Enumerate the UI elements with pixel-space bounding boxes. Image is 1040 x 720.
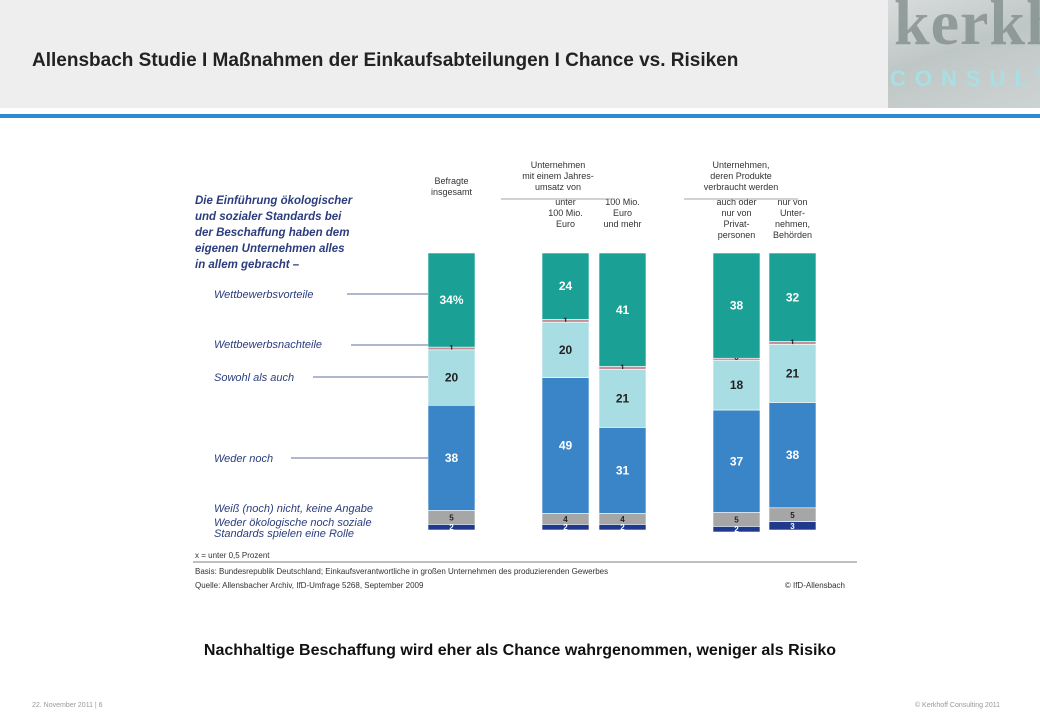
footer-date-page: 22. November 2011 | 6 — [32, 702, 103, 709]
category-label: 100 Mio. — [605, 197, 640, 207]
data-label: 2 — [449, 523, 454, 532]
group-header-label: deren Produkte — [710, 171, 772, 181]
data-label: 41 — [616, 303, 630, 317]
category-label: Behörden — [773, 230, 812, 240]
data-label: 34% — [439, 293, 463, 307]
data-label: 4 — [563, 515, 568, 524]
data-label: 24 — [559, 279, 573, 293]
data-label: 5 — [734, 516, 739, 525]
legend-label: Standards spielen eine Rolle — [214, 528, 354, 540]
data-label: 2 — [620, 523, 625, 532]
data-label: 5 — [449, 514, 454, 523]
question-line: und sozialer Standards bei — [195, 211, 342, 223]
data-label: 31 — [616, 463, 630, 477]
slide-caption: Nachhaltige Beschaffung wird eher als Ch… — [203, 642, 837, 659]
chart-source: Quelle: Allensbacher Archiv, IfD-Umfrage… — [195, 581, 424, 590]
data-label: 1 — [563, 316, 568, 325]
question-line: in allem gebracht – — [195, 259, 300, 271]
bar-segment-weder-noch — [768, 402, 817, 509]
page-title: Allensbach Studie I Maßnahmen der Einkau… — [32, 50, 739, 71]
logo-wordmark: kerkhoff — [894, 0, 1040, 58]
data-label: 32 — [786, 290, 800, 304]
data-label: 1 — [620, 364, 625, 373]
data-label: 5 — [790, 511, 795, 520]
data-label: 21 — [786, 366, 800, 380]
data-label: 20 — [559, 343, 573, 357]
category-label: auch oder — [716, 197, 756, 207]
category-label: insgesamt — [431, 187, 473, 197]
data-label: 4 — [620, 515, 625, 524]
bar-segment-weder-kologische-noch-soziale-standards-spielen-eine-rolle — [712, 526, 761, 533]
data-label: 2 — [734, 525, 739, 534]
question-line: der Beschaffung haben dem — [195, 227, 349, 239]
legend-label: Weiß (noch) nicht, keine Angabe — [214, 503, 373, 515]
chart-basis: Basis: Bundesrepublik Deutschland; Einka… — [195, 567, 608, 576]
category-label: nur von — [777, 197, 807, 207]
category-label: Privat- — [723, 219, 749, 229]
category-label: nehmen, — [775, 219, 810, 229]
category-label: Euro — [613, 208, 632, 218]
bar-segment-weder-kologische-noch-soziale-standards-spielen-eine-rolle — [541, 524, 590, 531]
data-label: 1 — [449, 344, 454, 353]
question-line: eigenen Unternehmen alles — [195, 243, 345, 255]
group-header-label: umsatz von — [535, 182, 581, 192]
data-label: x — [734, 355, 739, 364]
bar-segment-wettbewerbsvorteile — [768, 252, 817, 342]
legend-label: Weder noch — [214, 453, 273, 465]
bar-segment-wettbewerbsvorteile — [598, 252, 647, 367]
bar-segment-sowohl-als-auch — [712, 359, 761, 411]
category-label: und mehr — [603, 219, 641, 229]
data-label: 37 — [730, 454, 744, 468]
bar-segment-weder-kologische-noch-soziale-standards-spielen-eine-rolle — [427, 524, 476, 531]
category-label: 100 Mio. — [548, 208, 583, 218]
data-label: 38 — [786, 448, 800, 462]
group-header-label: Unternehmen — [531, 160, 586, 170]
bar-segment-weder-noch — [598, 427, 647, 514]
legend-label: Wettbewerbsnachteile — [214, 339, 322, 351]
bar-segment-weder-noch — [427, 405, 476, 511]
bar-segment-sowohl-als-auch — [768, 344, 817, 403]
stacked-bar-chart: Die Einführung ökologischer und sozialer … — [193, 160, 857, 590]
legend-label: Sowohl als auch — [214, 372, 294, 384]
data-label: 20 — [445, 371, 459, 385]
data-label: 18 — [730, 378, 744, 392]
data-label: 49 — [559, 439, 573, 453]
group-header-label: verbraucht werden — [704, 182, 779, 192]
category-label: Unter- — [780, 208, 805, 218]
group-header-label: Unternehmen, — [712, 160, 769, 170]
bar-segment-weder-kologische-noch-soziale-standards-spielen-eine-rolle — [768, 521, 817, 531]
data-label: 38 — [445, 451, 459, 465]
question-line: Die Einführung ökologischer — [195, 195, 353, 207]
bar-segment-weder-noch — [712, 409, 761, 513]
bar-segment-wettbewerbsvorteile — [541, 252, 590, 320]
group-header-label: mit einem Jahres- — [522, 171, 594, 181]
bar-segment-sowohl-als-auch — [541, 321, 590, 378]
data-label: 3 — [790, 522, 795, 531]
data-label: 21 — [616, 391, 630, 405]
chart-note: x = unter 0,5 Prozent — [195, 551, 270, 560]
data-label: 2 — [563, 523, 568, 532]
bar-segment-sowohl-als-auch — [598, 369, 647, 428]
category-label: Befragte — [434, 176, 468, 186]
category-label: personen — [718, 230, 756, 240]
header-band: Allensbach Studie I Maßnahmen der Einkau… — [0, 0, 1040, 108]
data-label: 1 — [790, 339, 795, 348]
header-divider — [0, 114, 1040, 118]
category-label: nur von — [721, 208, 751, 218]
bar-segment-weder-kologische-noch-soziale-standards-spielen-eine-rolle — [598, 524, 647, 531]
legend-label: Wettbewerbsvorteile — [214, 289, 313, 301]
category-label: Euro — [556, 219, 575, 229]
legend-label: Weder ökologische noch soziale — [214, 517, 372, 529]
footer-copyright: © Kerkhoff Consulting 2011 — [914, 702, 1000, 709]
logo-subline: CONSULTING — [890, 66, 1040, 91]
bar-segment-weder-noch — [541, 377, 590, 514]
company-logo: kerkhoff CONSULTING — [888, 0, 1040, 108]
chart-copyright: © IfD-Allensbach — [785, 581, 845, 590]
bar-segment-wettbewerbsvorteile — [427, 252, 476, 348]
category-label: unter — [555, 197, 576, 207]
data-label: 38 — [730, 299, 744, 313]
bar-segment-wettbewerbsvorteile — [712, 252, 761, 359]
